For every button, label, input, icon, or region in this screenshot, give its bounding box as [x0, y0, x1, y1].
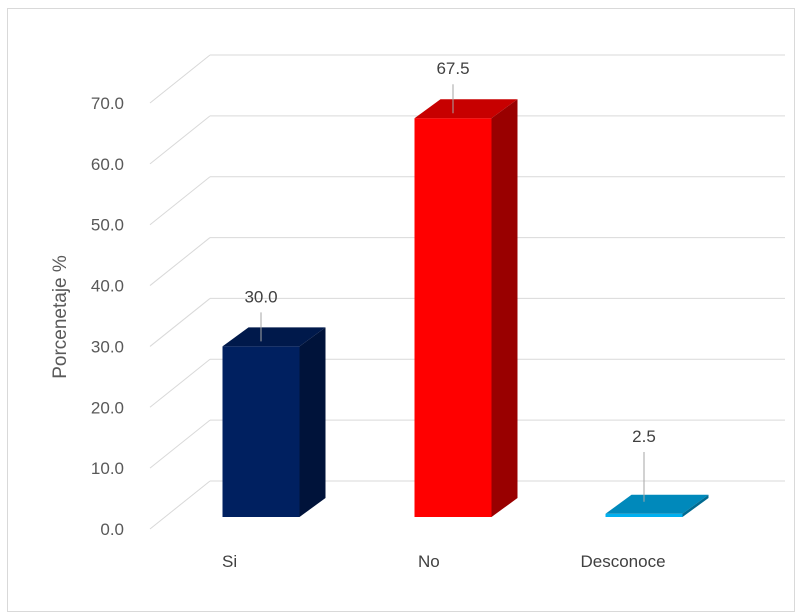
data-label: 30.0: [244, 287, 277, 306]
bar-top: [605, 494, 709, 514]
bar-front: [222, 346, 300, 517]
bar-side: [299, 327, 326, 517]
bar-desconoce: [605, 494, 709, 517]
gridline-depth: [149, 480, 211, 530]
y-tick-label: 30.0: [91, 337, 124, 356]
gridline-depth: [149, 115, 211, 165]
y-axis-ticks: 0.0 10.0 20.0 30.0 40.0 50.0 60.0 70.0: [91, 94, 124, 539]
gridline-depth: [149, 358, 211, 408]
y-axis-label: Porcenetaje %: [50, 255, 71, 379]
bar-front: [605, 513, 683, 517]
data-label: 2.5: [632, 427, 656, 446]
y-tick-label: 60.0: [91, 155, 124, 174]
bar-side: [682, 494, 709, 517]
gridline-depth: [149, 419, 211, 469]
x-category-label: Si: [222, 552, 237, 571]
bar-si: [222, 327, 326, 517]
gridline-depth: [149, 237, 211, 286]
y-tick-label: 50.0: [91, 216, 124, 235]
bar-top: [414, 99, 518, 119]
y-tick-label: 20.0: [91, 398, 124, 417]
bar-no: [414, 99, 518, 517]
y-tick-label: 10.0: [91, 459, 124, 478]
y-tick-label: 70.0: [91, 94, 124, 113]
bar-top: [222, 327, 326, 347]
bar-front: [414, 118, 492, 517]
bars: [222, 99, 709, 517]
data-labels: 30.0 67.5 2.5: [244, 59, 656, 502]
x-category-label: No: [418, 552, 440, 571]
y-tick-label: 0.0: [100, 520, 124, 539]
gridline-depth: [149, 298, 211, 347]
data-label: 67.5: [436, 59, 469, 78]
bar-side: [491, 99, 518, 517]
x-axis-categories: Si No Desconoce: [222, 552, 666, 571]
x-category-label: Desconoce: [580, 552, 665, 571]
gridline-depth: [149, 176, 211, 226]
y-tick-label: 40.0: [91, 277, 124, 296]
gridline-depth: [149, 54, 211, 104]
